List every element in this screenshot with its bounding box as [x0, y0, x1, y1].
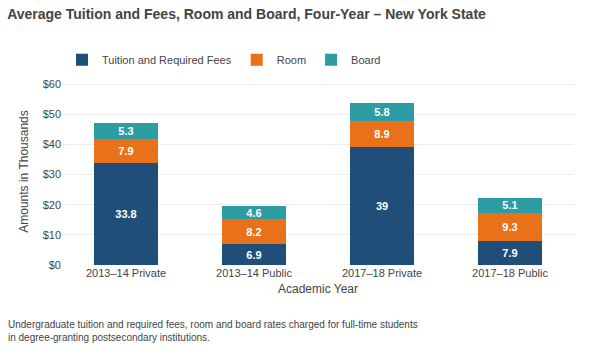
svg-text:$20: $20	[43, 199, 61, 211]
svg-text:8.2: 8.2	[246, 226, 261, 238]
svg-text:4.6: 4.6	[246, 207, 261, 219]
svg-text:6.9: 6.9	[246, 249, 261, 261]
svg-text:$0: $0	[49, 259, 61, 271]
svg-text:$30: $30	[43, 168, 61, 180]
svg-text:7.9: 7.9	[502, 247, 517, 259]
svg-text:7.9: 7.9	[118, 145, 133, 157]
svg-text:2013–14 Public: 2013–14 Public	[216, 267, 292, 279]
svg-text:Room: Room	[277, 54, 306, 66]
svg-text:2013–14 Private: 2013–14 Private	[86, 267, 166, 279]
svg-text:2017–18 Private: 2017–18 Private	[342, 267, 422, 279]
svg-text:Tuition and Required Fees: Tuition and Required Fees	[102, 54, 232, 66]
svg-text:$50: $50	[43, 108, 61, 120]
svg-text:Academic Year: Academic Year	[278, 282, 358, 296]
svg-text:$40: $40	[43, 138, 61, 150]
svg-text:Board: Board	[351, 54, 380, 66]
svg-text:39: 39	[376, 200, 388, 212]
svg-text:$10: $10	[43, 229, 61, 241]
svg-text:5.8: 5.8	[374, 106, 389, 118]
svg-text:2017–18 Public: 2017–18 Public	[472, 267, 548, 279]
svg-text:Amounts in Thousands: Amounts in Thousands	[17, 110, 31, 233]
svg-text:Average Tuition and Fees, Room: Average Tuition and Fees, Room and Board…	[7, 6, 486, 22]
svg-text:9.3: 9.3	[502, 221, 517, 233]
svg-text:5.1: 5.1	[502, 199, 517, 211]
svg-text:Undergraduate tuition and requ: Undergraduate tuition and required fees,…	[8, 319, 418, 343]
svg-text:8.9: 8.9	[374, 128, 389, 140]
svg-text:5.3: 5.3	[118, 125, 133, 137]
svg-text:$60: $60	[43, 78, 61, 90]
svg-text:33.8: 33.8	[115, 208, 136, 220]
